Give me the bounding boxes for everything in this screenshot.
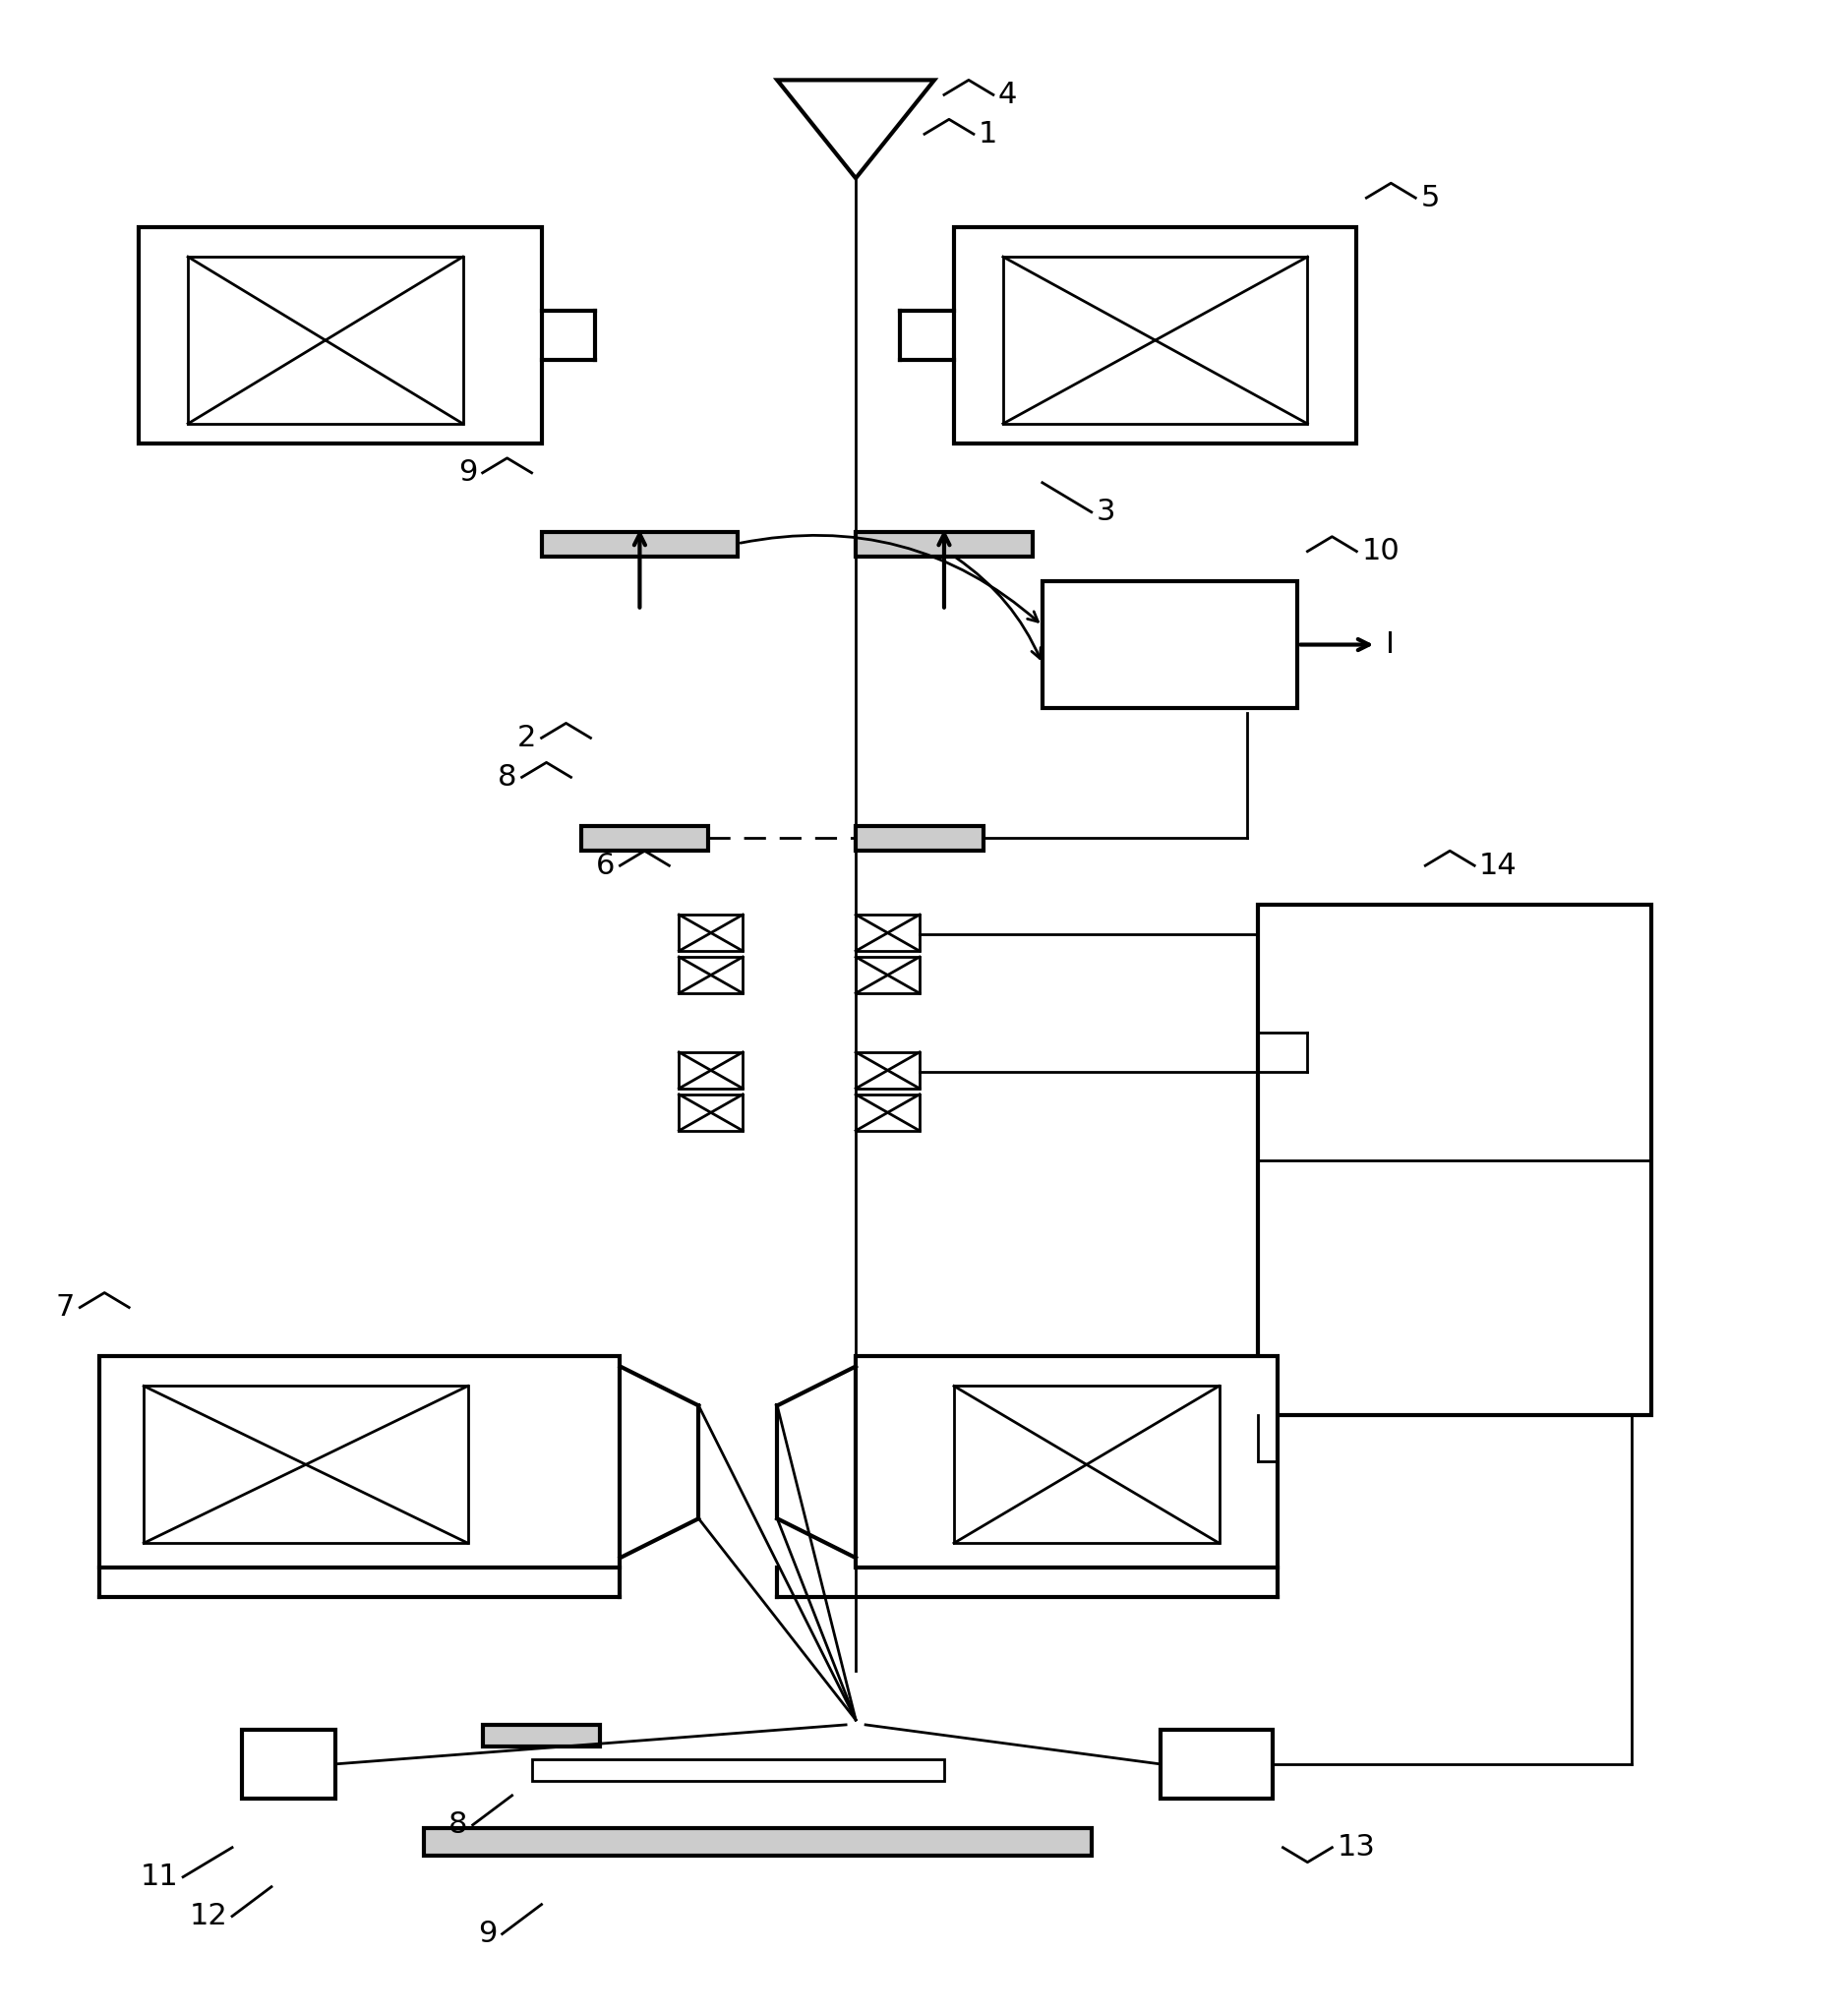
Bar: [856, 1052, 920, 1088]
Bar: [423, 1827, 1092, 1855]
Bar: [188, 258, 464, 425]
Text: 11: 11: [140, 1863, 177, 1891]
Text: 13: 13: [1336, 1833, 1375, 1861]
Text: 12: 12: [188, 1901, 227, 1930]
Bar: [1161, 1730, 1273, 1799]
Bar: [678, 1052, 743, 1088]
Bar: [541, 531, 737, 555]
Bar: [678, 958, 743, 994]
Bar: [242, 1730, 334, 1799]
Bar: [856, 531, 1033, 555]
Bar: [678, 915, 743, 952]
Bar: [856, 958, 920, 994]
Text: 7: 7: [55, 1294, 76, 1322]
Text: 5: 5: [1421, 183, 1440, 211]
Text: 8: 8: [449, 1811, 468, 1839]
Text: 6: 6: [597, 851, 615, 879]
Text: 9: 9: [458, 459, 477, 487]
Bar: [954, 227, 1356, 443]
Bar: [856, 1095, 920, 1131]
Bar: [482, 1724, 601, 1746]
Bar: [100, 1356, 621, 1567]
Text: 9: 9: [479, 1919, 497, 1948]
Text: 10: 10: [1362, 537, 1399, 565]
Bar: [139, 227, 541, 443]
Text: 2: 2: [517, 724, 536, 752]
Bar: [856, 1356, 1279, 1567]
Bar: [144, 1386, 468, 1543]
Bar: [678, 1095, 743, 1131]
Text: 4: 4: [998, 80, 1016, 109]
Bar: [1258, 905, 1652, 1416]
Text: 14: 14: [1480, 851, 1517, 879]
Text: 8: 8: [497, 763, 517, 791]
Bar: [1003, 258, 1308, 425]
Bar: [856, 915, 920, 952]
Bar: [954, 1386, 1220, 1543]
Text: 3: 3: [1096, 497, 1116, 527]
Bar: [856, 827, 983, 851]
Bar: [532, 1758, 944, 1781]
Bar: [580, 827, 708, 851]
Bar: [1042, 581, 1297, 708]
Text: 1: 1: [978, 121, 998, 149]
Text: I: I: [1386, 630, 1395, 658]
